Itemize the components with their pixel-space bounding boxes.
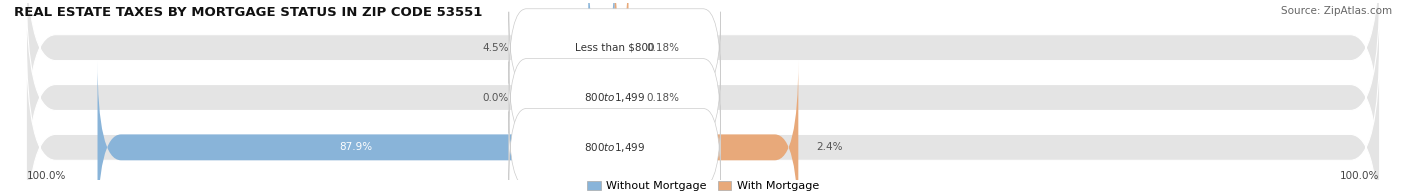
Text: 0.18%: 0.18%: [647, 43, 679, 53]
Text: 2.4%: 2.4%: [815, 142, 842, 152]
Text: $800 to $1,499: $800 to $1,499: [583, 141, 645, 154]
FancyBboxPatch shape: [509, 108, 721, 186]
Text: 0.0%: 0.0%: [482, 92, 509, 103]
Text: Source: ZipAtlas.com: Source: ZipAtlas.com: [1281, 6, 1392, 16]
FancyBboxPatch shape: [614, 61, 799, 195]
FancyBboxPatch shape: [588, 0, 614, 134]
FancyBboxPatch shape: [27, 0, 1379, 195]
Text: 0.18%: 0.18%: [647, 92, 679, 103]
FancyBboxPatch shape: [509, 9, 721, 87]
Text: $800 to $1,499: $800 to $1,499: [583, 91, 645, 104]
Text: 87.9%: 87.9%: [340, 142, 373, 152]
FancyBboxPatch shape: [509, 59, 721, 136]
FancyBboxPatch shape: [605, 11, 638, 184]
Text: Less than $800: Less than $800: [575, 43, 654, 53]
FancyBboxPatch shape: [605, 0, 638, 134]
Text: 100.0%: 100.0%: [27, 171, 66, 181]
Text: 4.5%: 4.5%: [482, 43, 509, 53]
Text: REAL ESTATE TAXES BY MORTGAGE STATUS IN ZIP CODE 53551: REAL ESTATE TAXES BY MORTGAGE STATUS IN …: [14, 6, 482, 19]
FancyBboxPatch shape: [97, 61, 614, 195]
Text: 100.0%: 100.0%: [1340, 171, 1379, 181]
FancyBboxPatch shape: [27, 0, 1379, 159]
FancyBboxPatch shape: [27, 36, 1379, 195]
Legend: Without Mortgage, With Mortgage: Without Mortgage, With Mortgage: [582, 176, 824, 195]
